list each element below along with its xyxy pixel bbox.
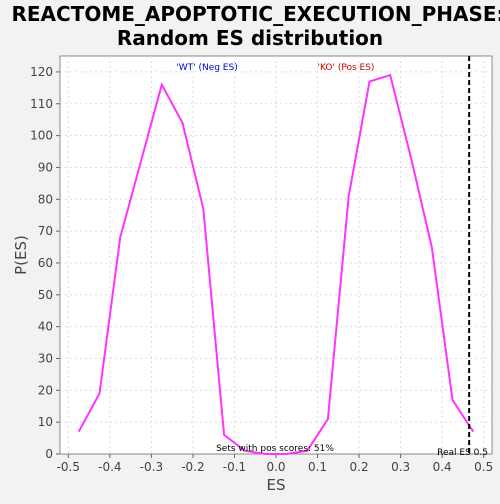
y-axis-label: P(ES) (12, 235, 30, 275)
chart-title-line2: Random ES distribution (117, 26, 383, 50)
x-tick-label: -0.1 (223, 460, 246, 474)
pos-scores-annotation: Sets with pos scores: 51% (216, 444, 334, 454)
y-tick-label: 10 (38, 415, 53, 429)
x-tick-label: 0.2 (350, 460, 369, 474)
series-line (77, 73, 475, 455)
y-tick-label: 70 (38, 224, 53, 238)
real-es-annotation: Real ES 0.5 (437, 448, 488, 458)
chart-title-line1: REACTOME_APOPTOTIC_EXECUTION_PHASE: (11, 2, 500, 26)
y-tick-label: 60 (38, 256, 53, 270)
y-tick-label: 100 (30, 129, 53, 143)
ticks-layer: 0 10 20 30 40 50 60 70 80 90 100 110 120 -0.5 -0.4 -0.3… (30, 65, 493, 474)
y-tick-label: 20 (38, 383, 53, 397)
y-tick-label: 80 (38, 192, 53, 206)
y-tick-label: 0 (45, 447, 53, 461)
series-layer (77, 73, 475, 455)
x-tick-label: 0.5 (474, 460, 493, 474)
x-axis-label: ES (267, 476, 286, 494)
plot-area (59, 55, 493, 455)
x-tick-label: -0.4 (98, 460, 121, 474)
pos-es-annotation: 'KO' (Pos ES) (318, 63, 375, 73)
neg-es-annotation: 'WT' (Neg ES) (176, 63, 237, 73)
y-tick-label: 110 (30, 97, 53, 111)
y-tick-label: 30 (38, 351, 53, 365)
x-tick-label: -0.5 (57, 460, 80, 474)
x-tick-label: -0.3 (140, 460, 163, 474)
y-tick-label: 120 (30, 65, 53, 79)
x-tick-label: 0.3 (391, 460, 410, 474)
x-tick-label: 0.1 (308, 460, 327, 474)
y-tick-label: 90 (38, 160, 53, 174)
x-tick-label: 0.0 (266, 460, 285, 474)
x-tick-label: 0.4 (433, 460, 452, 474)
y-tick-label: 50 (38, 288, 53, 302)
x-tick-label: -0.2 (181, 460, 204, 474)
y-tick-label: 40 (38, 320, 53, 334)
